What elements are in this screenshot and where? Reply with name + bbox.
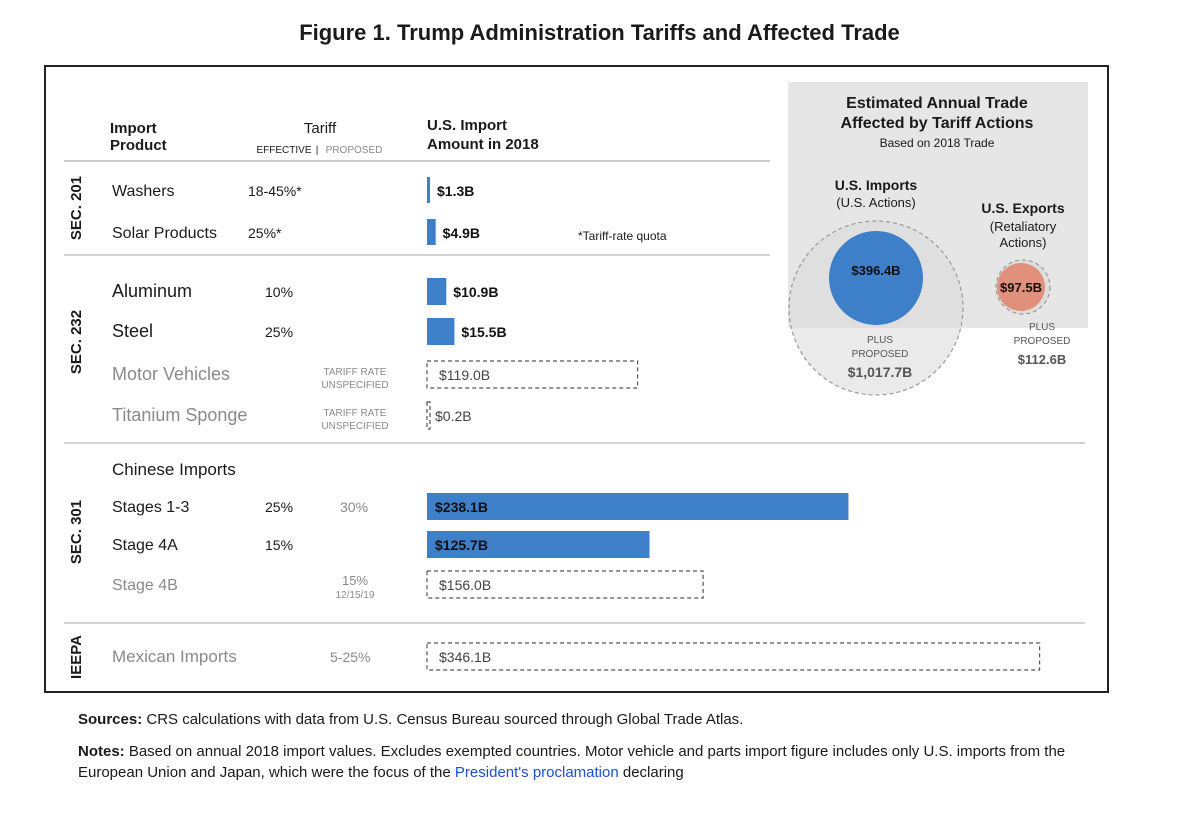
- chart-frame: [44, 65, 1109, 693]
- exports-value: $97.5B: [1000, 280, 1042, 295]
- header-proposed: PROPOSED: [326, 145, 383, 156]
- product-aluminum: Aluminum: [112, 281, 192, 301]
- section-label-ieepa: IEEPA: [68, 635, 85, 679]
- tariff-proposed-stages-1-3: 30%: [340, 499, 368, 515]
- product-solar-products: Solar Products: [112, 225, 217, 242]
- imports-plus: PLUS: [867, 335, 893, 346]
- bar-label-motor-vehicles: $119.0B: [439, 367, 490, 383]
- imports-title: U.S. Imports: [835, 177, 918, 193]
- bar-label-stage-4a: $125.7B: [435, 537, 488, 553]
- tariff-proposed-titanium-sponge-2: UNSPECIFIED: [321, 421, 388, 432]
- panel-subtitle: Based on 2018 Trade: [880, 136, 995, 150]
- tariff-proposed-titanium-sponge-1: TARIFF RATE: [324, 408, 387, 419]
- imports-proposed-value: $1,017.7B: [848, 364, 913, 380]
- bar-motor-vehicles: [426, 360, 639, 389]
- group-header-chinese: Chinese Imports: [112, 460, 236, 479]
- header-amount-1: U.S. Import: [427, 117, 507, 134]
- exports-proposed: PROPOSED: [1014, 336, 1071, 347]
- tariff-proposed-stage-4b-2: 12/15/19: [336, 590, 375, 601]
- tariff-proposed-mexican-imports: 5-25%: [330, 649, 370, 665]
- bar-label-steel: $15.5B: [461, 324, 506, 340]
- header-tariff: Tariff: [304, 120, 337, 137]
- sources-label: Sources:: [78, 711, 143, 728]
- product-stage-4b: Stage 4B: [112, 577, 178, 594]
- tariff-proposed-stage-4b-1: 15%: [342, 573, 368, 588]
- bar-label-solar-products: $4.9B: [443, 225, 480, 241]
- product-washers: Washers: [112, 183, 175, 200]
- sources-text: CRS calculations with data from U.S. Cen…: [142, 711, 744, 728]
- panel-title-2: Affected by Tariff Actions: [841, 115, 1034, 132]
- header-product-1: Import: [110, 120, 157, 137]
- exports-proposed-value: $112.6B: [1018, 352, 1066, 367]
- bar-stages-1-3: [427, 493, 849, 520]
- tariff-effective-steel: 25%: [265, 324, 293, 340]
- exports-subtitle-2: Actions): [1000, 235, 1047, 250]
- bar-washers: [427, 177, 430, 203]
- notes-label: Notes:: [78, 743, 125, 760]
- footnote-trq: *Tariff-rate quota: [578, 229, 667, 243]
- bar-titanium-sponge: [426, 401, 431, 430]
- product-steel: Steel: [112, 321, 153, 341]
- imports-circle: [829, 231, 923, 325]
- product-titanium-sponge: Titanium Sponge: [112, 405, 247, 425]
- header-amount-2: Amount in 2018: [427, 136, 539, 153]
- bar-solar-products: [427, 219, 436, 245]
- bar-aluminum: [427, 278, 447, 305]
- bar-label-washers: $1.3B: [437, 183, 474, 199]
- notes-text: Based on annual 2018 import values. Excl…: [78, 743, 1066, 781]
- sources-note: Sources: CRS calculations with data from…: [78, 711, 743, 728]
- bar-stage-4b: [426, 570, 704, 599]
- figure-title: Figure 1. Trump Administration Tariffs a…: [299, 20, 900, 45]
- product-stage-4a: Stage 4A: [112, 537, 178, 554]
- notes: Notes: Based on annual 2018 import value…: [78, 741, 1118, 783]
- tariff-effective-solar-products: 25%*: [248, 225, 282, 241]
- panel-title-1: Estimated Annual Trade: [846, 95, 1028, 112]
- tariff-effective-stage-4a: 15%: [265, 537, 293, 553]
- exports-circle: [997, 263, 1045, 311]
- exports-subtitle-1: (Retaliatory: [990, 219, 1057, 234]
- tariff-proposed-motor-vehicles-2: UNSPECIFIED: [321, 380, 388, 391]
- imports-proposed: PROPOSED: [852, 349, 909, 360]
- header-product-2: Product: [110, 137, 167, 154]
- bar-label-stages-1-3: $238.1B: [435, 499, 488, 515]
- bar-stage-4a: [427, 531, 650, 558]
- exports-plus: PLUS: [1029, 322, 1055, 333]
- section-label-232: SEC. 232: [68, 310, 85, 374]
- product-mexican-imports: Mexican Imports: [112, 647, 237, 666]
- bar-label-titanium-sponge: $0.2B: [435, 408, 472, 424]
- proclamation-link[interactable]: President's proclamation: [454, 764, 619, 781]
- bar-steel: [427, 318, 455, 345]
- tariff-proposed-motor-vehicles-1: TARIFF RATE: [324, 367, 387, 378]
- bar-label-aluminum: $10.9B: [453, 284, 498, 300]
- section-label-201: SEC. 201: [68, 176, 85, 240]
- imports-value: $396.4B: [851, 263, 900, 278]
- bar-label-stage-4b: $156.0B: [439, 577, 491, 593]
- product-stages-1-3: Stages 1-3: [112, 499, 189, 516]
- product-motor-vehicles: Motor Vehicles: [112, 364, 230, 384]
- bar-label-mexican-imports: $346.1B: [439, 649, 491, 665]
- header-effective: EFFECTIVE: [256, 145, 311, 156]
- header-sep: |: [316, 145, 319, 156]
- exports-title: U.S. Exports: [981, 200, 1064, 216]
- tariff-effective-aluminum: 10%: [265, 284, 293, 300]
- bar-mexican-imports: [426, 642, 1041, 671]
- rows-layer: Washers 18-45%* $1.3B Solar Products 25%* $4.…: [112, 177, 1041, 671]
- tariff-effective-washers: 18-45%*: [248, 183, 302, 199]
- section-label-301: SEC. 301: [68, 500, 85, 564]
- notes-text-after: declaring: [618, 764, 684, 781]
- imports-subtitle: (U.S. Actions): [836, 195, 915, 210]
- tariff-effective-stages-1-3: 25%: [265, 499, 293, 515]
